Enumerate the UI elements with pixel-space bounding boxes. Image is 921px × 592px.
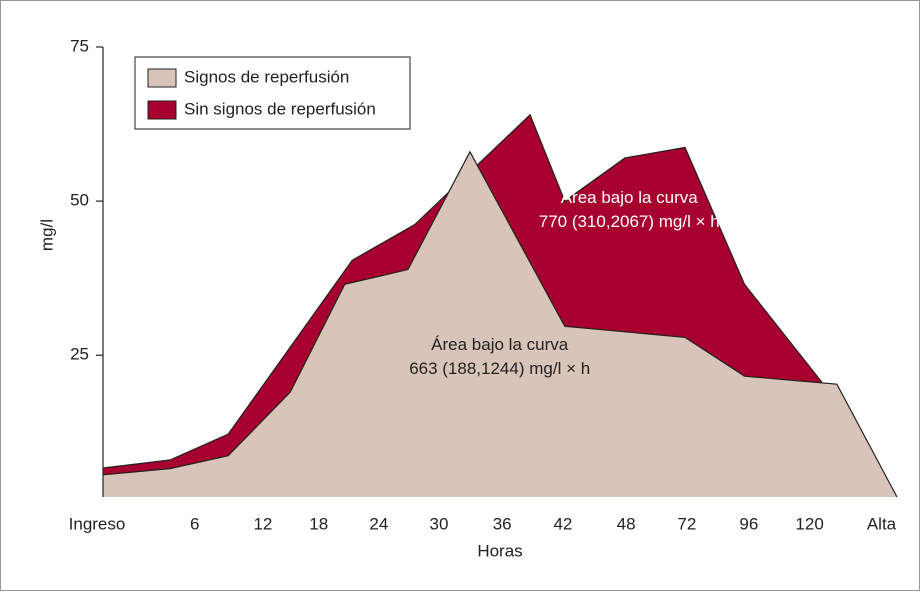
x-tick-label: 42 — [553, 514, 572, 533]
annotation: 770 (310,2067) mg/l × h — [539, 212, 720, 231]
annotation: Área bajo la curva — [561, 188, 699, 207]
area — [103, 151, 897, 497]
annotation: 663 (188,1244) mg/l × h — [409, 359, 590, 378]
legend-label: Sin signos de reperfusión — [184, 99, 376, 118]
x-tick-label: Ingreso — [69, 514, 126, 533]
area-outline — [102, 113, 823, 469]
legend-label: Signos de reperfusión — [184, 67, 349, 86]
y-tick-label: 50 — [70, 191, 89, 210]
x-tick-label: 30 — [429, 514, 448, 533]
legend-box — [134, 56, 411, 130]
x-tick-label: 18 — [309, 514, 328, 533]
y-tick-label: 75 — [70, 36, 89, 55]
x-tick-label: 36 — [493, 514, 512, 533]
x-tick-label: 6 — [190, 514, 199, 533]
x-tick-label: 24 — [369, 514, 388, 533]
x-tick-label: 48 — [617, 514, 636, 533]
x-axis-label: Horas — [477, 541, 522, 560]
legend-swatch — [147, 68, 177, 88]
annotation: Área bajo la curva — [431, 335, 569, 354]
x-tick-label: Alta — [867, 514, 897, 533]
x-tick-label: 72 — [677, 514, 696, 533]
x-tick-label: 120 — [795, 514, 823, 533]
legend-swatch — [147, 100, 177, 120]
x-tick-label: 96 — [739, 514, 758, 533]
area-outline — [102, 150, 898, 498]
x-tick-label: 12 — [253, 514, 272, 533]
y-tick-label: 25 — [70, 345, 89, 364]
y-axis-label: mg/l — [37, 219, 56, 251]
